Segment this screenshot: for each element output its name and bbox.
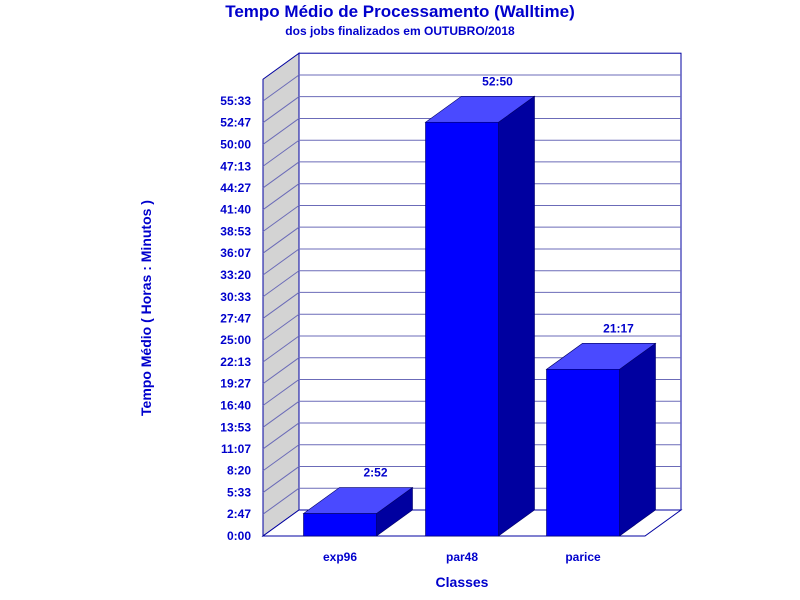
y-tick-label: 30:33 (220, 290, 251, 304)
y-tick-label: 11:07 (221, 442, 251, 456)
y-tick-label: 52:47 (220, 116, 251, 130)
gridline (262, 205, 300, 232)
bar-side (619, 342, 656, 537)
gridline (262, 422, 300, 450)
data-label: 52:50 (482, 74, 513, 88)
gridline (262, 74, 300, 102)
gridline (262, 466, 300, 493)
y-tick-label: 38:53 (220, 225, 251, 239)
data-label: 2:52 (363, 466, 387, 480)
left-wall (262, 52, 300, 537)
y-tick-label: 0:00 (227, 529, 251, 543)
chart-subtitle: dos jobs finalizados em OUTUBRO/2018 (285, 24, 515, 38)
gridline (262, 118, 300, 145)
gridline (262, 161, 300, 189)
y-tick-label: 33:20 (220, 268, 251, 282)
gridline (262, 292, 300, 319)
y-tick-label: 2:47 (227, 507, 251, 521)
y-tick-labels: 0:00 2:47 5:33 8:20 11:07 13:53 16:40 19:27 22:1… (220, 94, 251, 543)
bar-side (498, 95, 535, 537)
gridline (262, 226, 300, 254)
bar (425, 121, 499, 537)
chart-title: Tempo Médio de Processamento (Walltime) (225, 2, 575, 21)
y-tick-label: 47:13 (220, 159, 251, 173)
y-tick-label: 44:27 (220, 181, 251, 195)
bar (546, 369, 620, 537)
x-tick-label: parice (565, 550, 601, 564)
gridline (262, 444, 300, 472)
bar (303, 513, 377, 537)
gridline (262, 313, 300, 341)
gridline (262, 96, 300, 124)
gridline (262, 357, 300, 385)
y-tick-label: 22:13 (220, 355, 251, 369)
y-tick-label: 16:40 (220, 398, 251, 412)
y-tick-label: 19:27 (220, 377, 251, 391)
y-tick-label: 50:00 (220, 137, 251, 151)
y-tick-label: 36:07 (220, 246, 251, 260)
y-tick-label: 8:20 (227, 464, 251, 478)
y-tick-label: 41:40 (220, 203, 251, 217)
gridline (262, 487, 300, 515)
y-tick-label: 25:00 (220, 333, 251, 347)
x-tick-label: par48 (446, 550, 478, 564)
bars: 2:52 52:50 21:17 (302, 74, 657, 537)
y-tick-label: 13:53 (220, 420, 251, 434)
y-tick-label: 5:33 (227, 486, 251, 500)
gridline (262, 335, 300, 363)
gridline (262, 379, 300, 406)
gridline (262, 248, 300, 276)
y-tick-label: 27:47 (220, 311, 251, 325)
y-tick-label: 55:33 (220, 94, 251, 108)
gridline (262, 183, 300, 211)
x-tick-label: exp96 (323, 550, 357, 564)
gridline (262, 270, 300, 298)
gridline (262, 139, 300, 167)
x-tick-labels: exp96 par48 parice (323, 550, 601, 564)
gridline (262, 400, 300, 428)
data-label: 21:17 (603, 321, 634, 335)
x-axis-label: Classes (436, 574, 489, 590)
y-axis-label: Tempo Médio ( Horas : Minutos ) (138, 200, 154, 416)
